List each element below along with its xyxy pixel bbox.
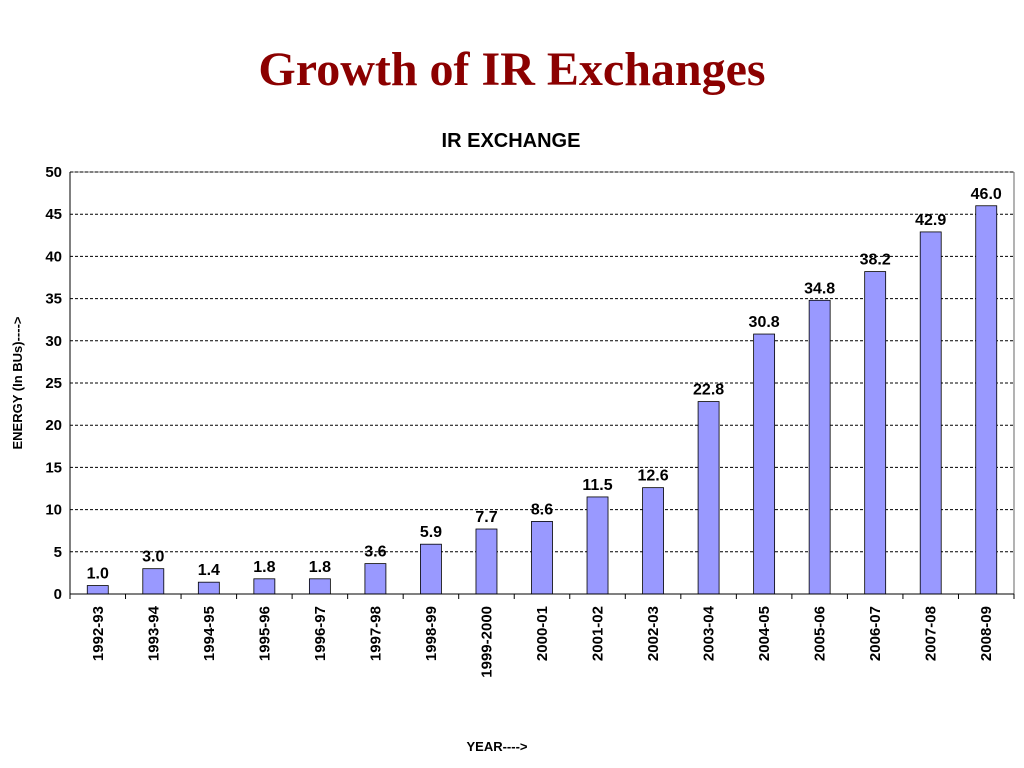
data-label: 42.9 <box>915 212 946 229</box>
bar-1995-96 <box>253 578 276 595</box>
y-tick-label: 20 <box>45 417 62 434</box>
x-tick-label: 2004-05 <box>756 606 773 661</box>
slide-title: Growth of IR Exchanges <box>258 43 766 96</box>
x-axis-title: YEAR----> <box>466 739 527 754</box>
y-tick-label: 0 <box>54 586 62 603</box>
x-tick-label: 2008-09 <box>978 606 995 661</box>
x-tick-label: 1993-94 <box>145 605 162 661</box>
bar-1999-2000 <box>475 528 498 595</box>
bar-2002-03 <box>642 487 664 595</box>
x-tick-label: 2005-06 <box>812 606 829 661</box>
data-label: 3.6 <box>364 544 386 561</box>
data-label: 30.8 <box>749 314 780 331</box>
data-label: 46.0 <box>971 186 1002 203</box>
chart-title: IR EXCHANGE <box>442 130 581 152</box>
y-tick-label: 15 <box>45 459 62 476</box>
bar-2006-07 <box>864 271 887 595</box>
bar-1992-93 <box>86 585 109 595</box>
data-label: 3.0 <box>142 549 164 566</box>
x-tick-label: 2007-08 <box>923 606 940 661</box>
bar-1994-95 <box>197 581 220 595</box>
bar-1996-97 <box>308 578 331 595</box>
bar-1998-99 <box>420 543 442 595</box>
data-label: 12.6 <box>637 468 668 485</box>
bar-2008-09 <box>975 205 998 595</box>
bar-2004-05 <box>753 333 776 595</box>
data-label: 1.8 <box>253 559 275 576</box>
x-tick-label: 2002-03 <box>645 606 662 661</box>
y-tick-label: 45 <box>45 206 62 223</box>
x-tick-label: 1992-93 <box>90 606 107 661</box>
x-tick-label: 1996-97 <box>312 606 329 661</box>
data-labels: 1.0 3.0 1.4 1.8 1.8 3.6 5.9 7.7 8.6 11.5 12.6 22.8 3… <box>87 186 1002 583</box>
data-label: 22.8 <box>693 382 724 399</box>
y-tick-label: 25 <box>45 375 62 392</box>
x-tick-label: 2003-04 <box>701 605 718 661</box>
bar-2003-04 <box>697 401 720 595</box>
y-tick-label: 50 <box>45 164 62 181</box>
data-label: 11.5 <box>582 477 612 494</box>
y-tick-label: 40 <box>45 248 62 265</box>
bar-2001-02 <box>586 496 609 595</box>
data-label: 38.2 <box>860 252 891 269</box>
data-label: 5.9 <box>420 524 442 541</box>
bars <box>86 205 998 595</box>
data-label: 34.8 <box>804 280 835 297</box>
y-tick-label: 10 <box>45 502 62 519</box>
x-tick-label: 2006-07 <box>867 606 884 661</box>
bar-1997-98 <box>364 563 387 595</box>
x-tick-label: 2001-02 <box>590 606 607 661</box>
x-tick-label: 1999-2000 <box>478 606 495 678</box>
bar-2007-08 <box>919 231 942 595</box>
axes: 0 5 10 15 20 25 30 35 40 45 50 1992-93 1993-94 1994-9… <box>45 164 1015 678</box>
data-label: 7.7 <box>475 509 497 526</box>
x-tick-label: 1995-96 <box>256 606 273 661</box>
data-label: 1.4 <box>198 562 220 579</box>
y-tick-label: 30 <box>45 333 62 350</box>
bar-2005-06 <box>808 299 831 595</box>
y-tick-label: 5 <box>54 544 62 561</box>
bar-2000-01 <box>531 521 553 595</box>
y-tick-label: 35 <box>45 291 62 308</box>
x-tick-label: 1998-99 <box>423 606 440 661</box>
data-label: 8.6 <box>531 501 553 518</box>
x-tick-label: 1994-95 <box>201 606 218 661</box>
data-label: 1.8 <box>309 559 331 576</box>
x-tick-label: 2000-01 <box>534 606 551 661</box>
bar-1993-94 <box>142 568 165 595</box>
x-tick-label: 1997-98 <box>367 606 384 661</box>
data-label: 1.0 <box>87 566 109 583</box>
y-axis-title: ENERGY (In BUs)----> <box>10 316 25 449</box>
